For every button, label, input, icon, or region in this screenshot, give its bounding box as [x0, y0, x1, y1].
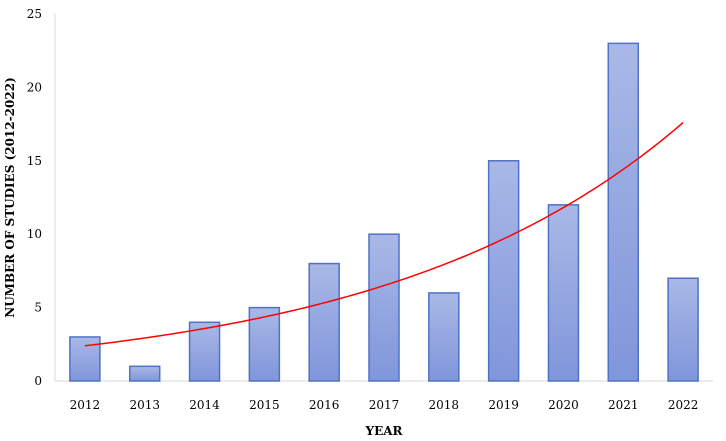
x-tick-label: 2022: [668, 398, 699, 412]
bar: [248, 306, 281, 382]
bar: [487, 160, 520, 382]
bar: [128, 365, 161, 382]
y-tick-label: 5: [34, 301, 42, 315]
x-tick-label: 2019: [488, 398, 519, 412]
x-tick-label: 2012: [70, 398, 101, 412]
bar: [69, 336, 101, 382]
bar: [308, 262, 340, 382]
y-tick-label: 20: [27, 80, 42, 94]
y-tick-label: 25: [27, 7, 42, 21]
bar: [667, 277, 699, 382]
x-tick-label: 2020: [548, 398, 579, 412]
bar: [368, 233, 400, 382]
x-axis-title: YEAR: [365, 424, 404, 438]
x-tick-label: 2015: [249, 398, 280, 412]
x-tick-label: 2017: [369, 398, 400, 412]
x-tick-label: 2013: [129, 398, 160, 412]
trendline: [84, 122, 684, 347]
x-tick-label: 2021: [608, 398, 639, 412]
x-tick-label: 2018: [429, 398, 460, 412]
x-tick-labels: 2012 2013 2014 2015 2016 2017 2018 2019 2020 2021…: [70, 398, 699, 412]
y-axis-title: NUMBER OF STUDIES (2012-2022): [3, 77, 17, 318]
x-tick-label: 2014: [189, 398, 220, 412]
y-tick-label: 15: [27, 154, 42, 168]
x-tick-label: 2016: [309, 398, 340, 412]
bar: [188, 321, 221, 382]
bar: [428, 292, 460, 382]
y-tick-labels: 0 5 10 15 20 25: [27, 7, 42, 388]
y-tick-label: 10: [27, 227, 42, 241]
y-tick-label: 0: [34, 374, 42, 388]
bar: [547, 204, 580, 382]
bars: [69, 42, 699, 382]
bar: [607, 42, 640, 382]
